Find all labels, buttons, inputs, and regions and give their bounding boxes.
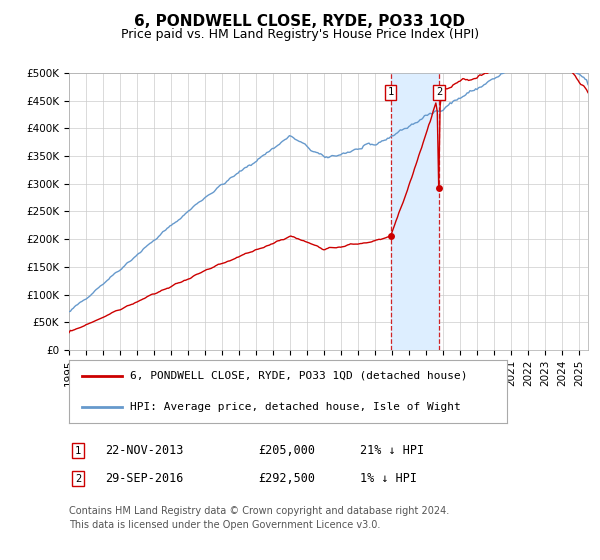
Text: 29-SEP-2016: 29-SEP-2016 [105,472,184,486]
Text: Price paid vs. HM Land Registry's House Price Index (HPI): Price paid vs. HM Land Registry's House … [121,28,479,41]
Text: £205,000: £205,000 [258,444,315,458]
Text: 2: 2 [75,474,81,484]
Text: 1: 1 [388,87,394,97]
Text: 1% ↓ HPI: 1% ↓ HPI [360,472,417,486]
Text: This data is licensed under the Open Government Licence v3.0.: This data is licensed under the Open Gov… [69,520,380,530]
Text: HPI: Average price, detached house, Isle of Wight: HPI: Average price, detached house, Isle… [130,402,461,412]
Text: 1: 1 [75,446,81,456]
Text: £292,500: £292,500 [258,472,315,486]
Text: 6, PONDWELL CLOSE, RYDE, PO33 1QD (detached house): 6, PONDWELL CLOSE, RYDE, PO33 1QD (detac… [130,371,468,381]
Bar [391,73,439,350]
Text: 22-NOV-2013: 22-NOV-2013 [105,444,184,458]
Text: 6, PONDWELL CLOSE, RYDE, PO33 1QD: 6, PONDWELL CLOSE, RYDE, PO33 1QD [134,14,466,29]
Text: 21% ↓ HPI: 21% ↓ HPI [360,444,424,458]
Text: Contains HM Land Registry data © Crown copyright and database right 2024.: Contains HM Land Registry data © Crown c… [69,506,449,516]
Text: 2: 2 [436,87,442,97]
